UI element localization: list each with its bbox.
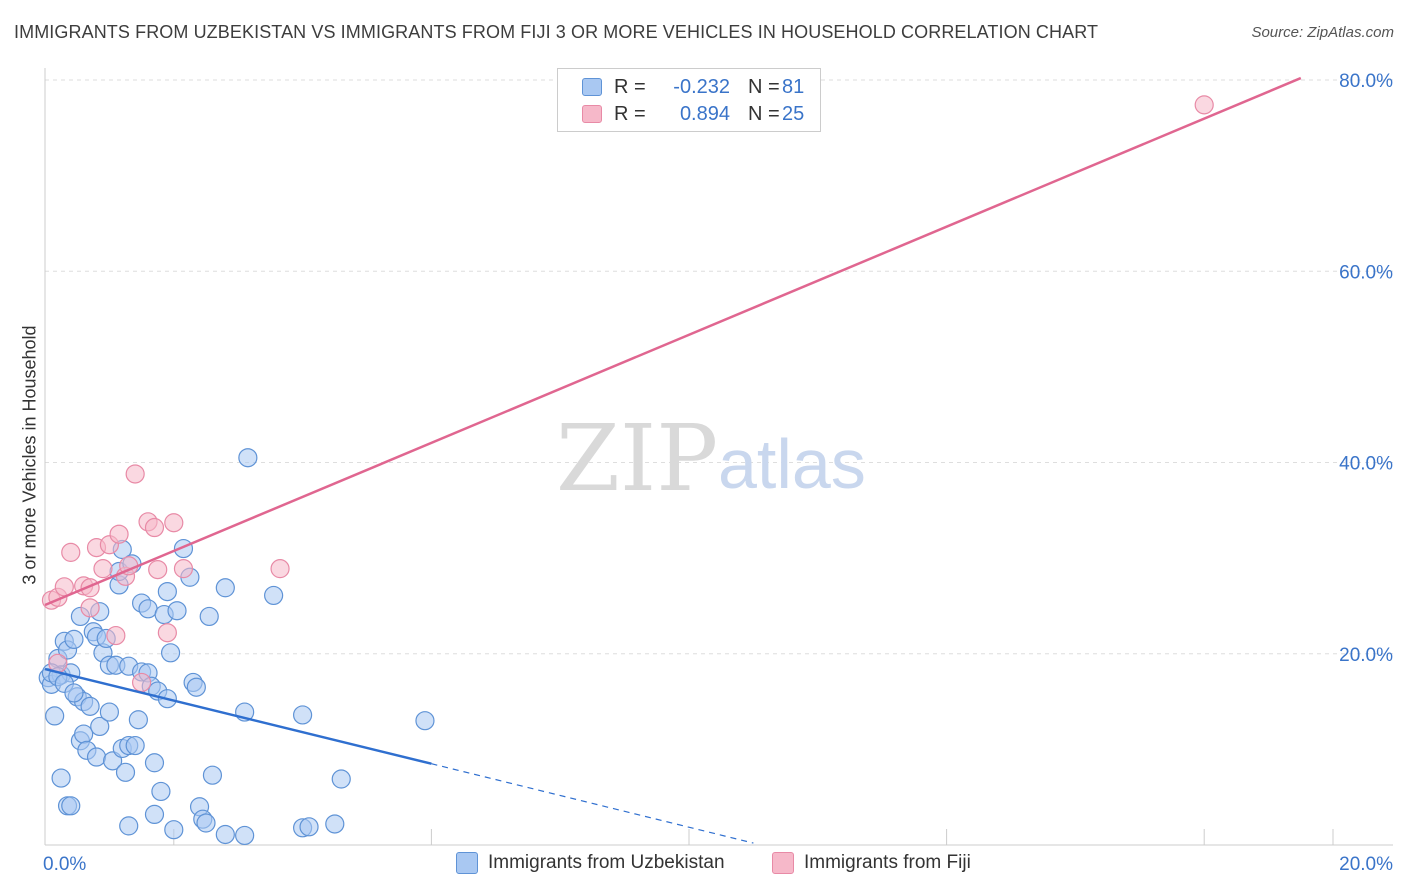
uzbekistan-point bbox=[238, 448, 258, 468]
uzbekistan-point bbox=[90, 716, 110, 737]
fiji-point bbox=[132, 672, 152, 693]
legend-swatch-uzbekistan bbox=[582, 78, 602, 96]
uzbekistan-point bbox=[125, 735, 145, 756]
fiji-point bbox=[157, 623, 177, 643]
chart-title: IMMIGRANTS FROM UZBEKISTAN VS IMMIGRANTS… bbox=[14, 22, 1099, 42]
uzbekistan-regression-line bbox=[44, 667, 432, 765]
uzbekistan-point bbox=[199, 606, 219, 627]
legend-r-value: -0.232 bbox=[673, 75, 730, 98]
fiji-point bbox=[80, 598, 100, 618]
uzbekistan-point bbox=[186, 677, 206, 697]
uzbekistan-point bbox=[235, 825, 255, 846]
tick-labels: 20.0% 40.0% 60.0% 80.0% 0.0% 20.0% bbox=[43, 71, 1393, 875]
axes bbox=[44, 68, 1393, 846]
uzbekistan-point bbox=[74, 724, 94, 744]
legend-row-uzbekistan: R = -0.232 N = 81 bbox=[582, 73, 804, 101]
bottom-legend-fiji: Immigrants from Fiji bbox=[772, 852, 971, 874]
fiji-point bbox=[164, 513, 184, 533]
uzbekistan-point bbox=[45, 706, 65, 726]
uzbekistan-point bbox=[99, 702, 120, 722]
y-tick-label: 40.0% bbox=[1339, 454, 1393, 475]
legend-r-value: 0.894 bbox=[679, 102, 730, 125]
watermark-zip: ZIP bbox=[556, 405, 718, 512]
fiji-point bbox=[148, 559, 168, 580]
uzbekistan-point bbox=[331, 769, 351, 789]
chart-source: Source: ZipAtlas.com bbox=[1251, 24, 1394, 41]
uzbekistan-points bbox=[38, 448, 435, 846]
uzbekistan-point bbox=[151, 781, 171, 802]
uzbekistan-point bbox=[164, 820, 184, 840]
x-tick-label: 20.0% bbox=[1339, 854, 1393, 875]
fiji-point bbox=[270, 559, 290, 579]
fiji-point bbox=[173, 559, 194, 579]
legend-n-label: N = bbox=[748, 102, 780, 125]
fiji-points bbox=[41, 95, 1214, 693]
bottom-legend-label-fiji: Immigrants from Fiji bbox=[804, 852, 971, 873]
watermark-atlas: atlas bbox=[718, 425, 866, 503]
uzbekistan-point bbox=[144, 753, 165, 773]
grid-lines bbox=[45, 79, 1393, 655]
uzbekistan-regression-extension bbox=[431, 763, 754, 844]
fiji-point bbox=[109, 524, 129, 544]
uzbekistan-point bbox=[215, 824, 235, 845]
x-tick-label: 0.0% bbox=[43, 854, 86, 875]
legend-r-label: R = bbox=[614, 75, 646, 98]
uzbekistan-point bbox=[138, 599, 158, 619]
uzbekistan-point bbox=[299, 817, 319, 837]
y-tick-label: 20.0% bbox=[1339, 645, 1393, 666]
fiji-point bbox=[125, 464, 145, 484]
uzbekistan-point bbox=[325, 814, 345, 834]
uzbekistan-point bbox=[167, 601, 187, 621]
fiji-point bbox=[61, 542, 81, 562]
legend-swatch-fiji bbox=[582, 105, 602, 123]
uzbekistan-point bbox=[128, 710, 148, 730]
bottom-legend-swatch-fiji bbox=[772, 852, 794, 874]
uzbekistan-point bbox=[115, 762, 136, 782]
uzbekistan-point bbox=[264, 585, 284, 606]
y-axis-label: 3 or more Vehicles in Household bbox=[19, 325, 40, 585]
bottom-legend-uzbekistan: Immigrants from Uzbekistan bbox=[456, 852, 725, 874]
uzbekistan-point bbox=[80, 696, 100, 716]
uzbekistan-point bbox=[144, 804, 165, 825]
y-tick-label: 80.0% bbox=[1339, 71, 1393, 92]
uzbekistan-point bbox=[293, 705, 313, 725]
bottom-legend-swatch-uzbekistan bbox=[456, 852, 478, 874]
legend-r-label: R = bbox=[614, 102, 646, 125]
correlation-legend: R = -0.232 N = 81 R = 0.894 N = 25 bbox=[557, 68, 821, 132]
y-tick-label: 60.0% bbox=[1339, 262, 1393, 283]
legend-n-value: 81 bbox=[782, 75, 805, 98]
uzbekistan-point bbox=[64, 629, 84, 650]
fiji-point bbox=[144, 517, 165, 538]
legend-n-label: N = bbox=[748, 75, 780, 98]
legend-n-value: 25 bbox=[782, 102, 805, 125]
uzbekistan-point bbox=[157, 581, 177, 602]
regression-lines bbox=[44, 76, 1302, 844]
uzbekistan-point bbox=[415, 711, 435, 731]
fiji-point bbox=[1194, 95, 1214, 115]
uzbekistan-point bbox=[61, 796, 81, 816]
uzbekistan-point bbox=[202, 765, 223, 785]
fiji-point bbox=[93, 559, 113, 579]
uzbekistan-point bbox=[86, 747, 107, 767]
uzbekistan-point bbox=[196, 813, 216, 833]
uzbekistan-point bbox=[215, 578, 235, 598]
uzbekistan-point bbox=[119, 816, 139, 836]
fiji-point bbox=[106, 625, 126, 646]
uzbekistan-point bbox=[160, 643, 181, 663]
legend-row-fiji: R = 0.894 N = 25 bbox=[582, 100, 804, 128]
bottom-legend-label-uzbekistan: Immigrants from Uzbekistan bbox=[488, 852, 725, 873]
fiji-regression-line bbox=[44, 76, 1302, 607]
uzbekistan-point bbox=[64, 683, 84, 703]
uzbekistan-point bbox=[51, 768, 71, 788]
